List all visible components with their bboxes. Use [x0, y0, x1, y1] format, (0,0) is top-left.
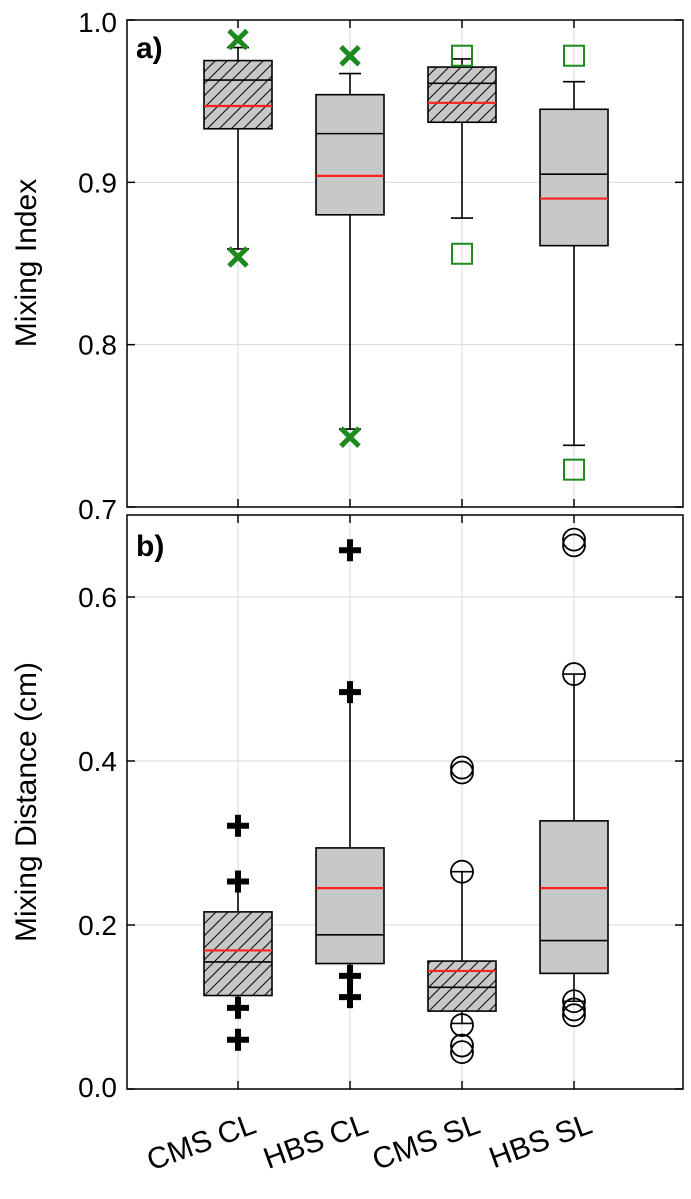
outlier-circle-marker — [450, 859, 474, 884]
panel-b-y-axis-label: Mixing Distance (cm) — [10, 662, 43, 942]
outlier-square-marker — [563, 44, 585, 67]
x-tick-label-hbs-sl: HBS SL — [485, 1108, 597, 1176]
panel-a-y-tick-label: 1.0 — [78, 7, 117, 38]
box-iqr — [539, 820, 609, 975]
outlier-x-marker — [227, 28, 249, 51]
outlier-circle-marker — [450, 755, 474, 780]
outlier-x-marker — [339, 426, 361, 448]
panel-a-y-ticks: 0.7 0.8 0.9 1.0 — [78, 7, 683, 525]
outlier-plus-marker — [227, 870, 249, 893]
outlier-circle-marker — [450, 1033, 474, 1058]
panel-b-y-tick-label: 0.4 — [78, 746, 117, 777]
panel-b-boxes — [203, 527, 609, 1064]
box-iqr — [427, 66, 497, 124]
outlier-plus-marker — [339, 681, 361, 704]
box-iqr — [315, 847, 385, 965]
box-iqr — [203, 59, 273, 130]
panel-a: 0.7 0.8 0.9 1.0 a) Mixing Index — [10, 7, 684, 525]
outlier-circle-marker — [562, 989, 586, 1014]
panel-b-box-hbs-sl — [539, 527, 609, 1028]
outlier-x-marker — [227, 246, 249, 268]
outlier-plus-marker — [227, 996, 249, 1019]
outlier-circle-marker — [562, 662, 586, 686]
x-tick-label-hbs-cl: HBS CL — [259, 1108, 372, 1176]
panel-b: 0.0 0.2 0.4 0.6 b) Mixing Distance (cm) — [10, 514, 684, 1103]
panel-a-box-hbs-sl — [539, 44, 609, 481]
panel-b-box-cms-cl — [203, 814, 273, 1051]
box-iqr — [427, 960, 497, 1012]
outlier-square-marker — [451, 242, 473, 265]
outlier-plus-marker — [227, 1028, 249, 1051]
panel-a-box-cms-sl — [427, 44, 497, 265]
outlier-circle-marker — [450, 760, 474, 785]
outlier-square-marker — [451, 44, 473, 67]
outlier-plus-marker — [339, 986, 361, 1009]
panel-b-box-cms-sl — [427, 755, 497, 1064]
panel-b-frame — [126, 514, 684, 1090]
outlier-circle-marker — [562, 527, 586, 552]
panel-a-box-hbs-cl — [315, 44, 385, 448]
panel-b-y-tick-label: 0.6 — [78, 582, 117, 613]
panel-a-boxes — [203, 28, 609, 481]
outlier-circle-marker — [450, 1013, 474, 1037]
box-iqr — [203, 911, 273, 997]
box-iqr — [315, 93, 385, 216]
panel-a-label: a) — [136, 32, 163, 65]
outlier-plus-marker — [339, 539, 361, 562]
box-iqr — [539, 108, 609, 247]
panel-a-y-tick-label: 0.9 — [78, 167, 117, 198]
outlier-circle-marker — [562, 1003, 586, 1028]
outlier-circle-marker — [562, 533, 586, 558]
outlier-square-marker — [563, 458, 585, 481]
x-tick-label-cms-cl: CMS CL — [143, 1108, 261, 1178]
outlier-plus-marker — [339, 964, 361, 987]
panel-a-y-axis-label: Mixing Index — [10, 179, 43, 347]
outlier-plus-marker — [227, 814, 249, 837]
panel-b-box-hbs-cl — [315, 539, 385, 1009]
panel-a-y-tick-label: 0.7 — [78, 494, 117, 525]
outlier-circle-marker — [450, 1040, 474, 1064]
panel-b-y-tick-label: 0.2 — [78, 910, 117, 941]
panel-a-frame — [126, 19, 684, 508]
outlier-x-marker — [339, 44, 361, 67]
panel-b-y-tick-label: 0.0 — [78, 1072, 117, 1103]
x-tick-label-cms-sl: CMS SL — [368, 1108, 484, 1177]
panel-a-y-tick-label: 0.8 — [78, 330, 117, 361]
panel-b-y-ticks: 0.0 0.2 0.4 0.6 — [78, 515, 683, 1103]
panel-a-box-cms-cl — [203, 28, 273, 268]
panel-b-label: b) — [136, 530, 164, 563]
outlier-circle-marker — [562, 997, 586, 1022]
